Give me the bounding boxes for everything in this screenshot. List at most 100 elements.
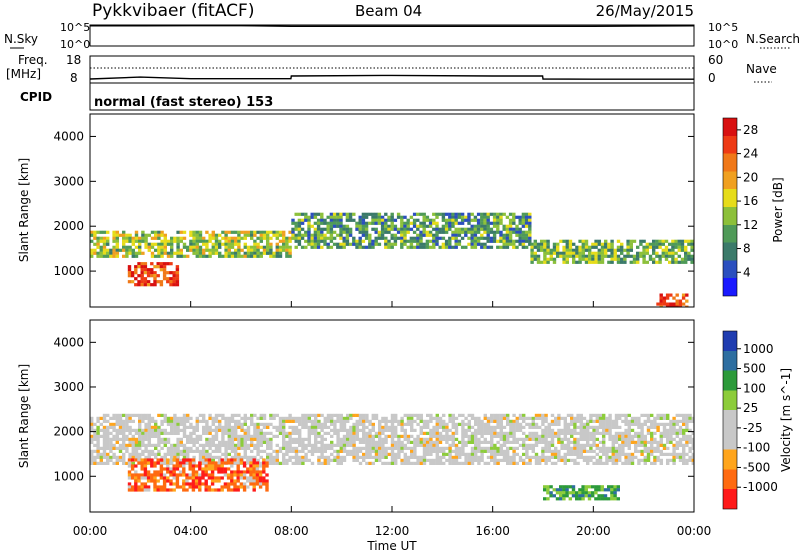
heatmap-cell	[188, 458, 192, 462]
heatmap-cell	[587, 491, 592, 495]
heatmap-cell	[179, 239, 183, 243]
heatmap-cell	[374, 443, 379, 447]
heatmap-cell	[616, 245, 621, 249]
heatmap-cell	[336, 437, 340, 441]
heatmap-cell	[192, 251, 196, 255]
heatmap-cell	[362, 419, 366, 423]
heatmap-cell	[172, 488, 176, 492]
heatmap-cell	[669, 419, 673, 423]
heatmap-cell	[522, 452, 526, 456]
heatmap-cell	[214, 479, 218, 483]
heatmap-cell	[582, 446, 587, 450]
heatmap-cell	[691, 446, 694, 450]
heatmap-cell	[461, 437, 465, 441]
heatmap-cell	[496, 422, 500, 426]
heatmap-cell	[406, 230, 410, 234]
heatmap-cell	[182, 236, 187, 240]
heatmap-cell	[528, 212, 532, 216]
heatmap-cell	[112, 461, 116, 465]
heatmap-cell	[242, 470, 247, 474]
heatmap-cell	[374, 416, 379, 420]
heatmap-cell	[579, 425, 583, 429]
heatmap-cell	[594, 242, 598, 246]
heatmap-cell	[236, 479, 240, 483]
heatmap-cell	[650, 437, 654, 441]
heatmap-cell	[474, 452, 478, 456]
heatmap-cell	[227, 251, 231, 255]
heatmap-cell	[115, 230, 119, 234]
heatmap-cell	[562, 494, 566, 498]
heatmap-cell	[429, 434, 433, 438]
heatmap-cell	[146, 488, 151, 492]
heatmap-cell	[130, 271, 135, 275]
heatmap-cell	[528, 458, 532, 462]
heatmap-cell	[272, 449, 276, 453]
heatmap-cell	[122, 455, 126, 459]
heatmap-cell	[451, 440, 455, 444]
heatmap-cell	[672, 461, 676, 465]
heatmap-cell	[138, 446, 142, 450]
heatmap-cell	[122, 422, 126, 426]
heatmap-cell	[194, 470, 199, 474]
heatmap-cell	[150, 425, 155, 429]
heatmap-cell	[163, 416, 167, 420]
heatmap-cell	[115, 422, 119, 426]
heatmap-cell	[156, 488, 160, 492]
heatmap-cell	[266, 422, 270, 426]
heatmap-cell	[352, 443, 356, 447]
heatmap-cell	[269, 452, 273, 456]
heatmap-cell	[566, 452, 571, 456]
heatmap-cell	[214, 425, 219, 429]
heatmap-cell	[157, 437, 161, 441]
heatmap-cell	[175, 467, 180, 471]
heatmap-cell	[480, 215, 484, 219]
heatmap-cell	[681, 293, 686, 297]
heatmap-cell	[480, 449, 484, 453]
heatmap-cell	[656, 458, 660, 462]
heatmap-cell	[656, 425, 660, 429]
heatmap-cell	[210, 473, 215, 477]
heatmap-cell	[326, 461, 331, 465]
heatmap-cell	[470, 239, 474, 243]
heatmap-cell	[474, 431, 478, 435]
heatmap-cell	[595, 428, 599, 432]
heatmap-cell	[467, 212, 471, 216]
heatmap-cell	[400, 236, 404, 240]
heatmap-cell	[112, 239, 116, 243]
heatmap-cell	[269, 461, 273, 465]
heatmap-cell	[377, 230, 382, 234]
heatmap-cell	[246, 443, 251, 447]
heatmap-cell	[150, 434, 155, 438]
heatmap-cell	[253, 248, 257, 252]
heatmap-cell	[282, 452, 286, 456]
heatmap-cell	[266, 248, 270, 252]
heatmap-cell	[112, 437, 116, 441]
heatmap-cell	[112, 230, 116, 234]
heatmap-cell	[329, 215, 334, 219]
heatmap-cell	[134, 236, 139, 240]
heatmap-cell	[435, 443, 439, 447]
heatmap-cell	[616, 257, 621, 261]
heatmap-cell	[166, 254, 171, 258]
heatmap-cell	[384, 446, 388, 450]
heatmap-cell	[602, 443, 606, 447]
heatmap-cell	[579, 431, 583, 435]
heatmap-cell	[486, 215, 490, 219]
heatmap-cell	[214, 251, 219, 255]
heatmap-cell	[422, 422, 427, 426]
heatmap-cell	[435, 413, 439, 417]
heatmap-cell	[198, 251, 203, 255]
heatmap-cell	[608, 419, 612, 423]
heatmap-cell	[680, 257, 685, 261]
heatmap-cell	[323, 221, 327, 225]
heatmap-cell	[656, 422, 660, 426]
heatmap-cell	[400, 230, 404, 234]
heatmap-cell	[160, 248, 164, 252]
heatmap-cell	[339, 422, 343, 426]
heatmap-cell	[304, 443, 308, 447]
heatmap-cell	[486, 245, 490, 249]
heatmap-cell	[307, 239, 311, 243]
heatmap-cell	[422, 455, 427, 459]
heatmap-cell	[175, 479, 180, 483]
heatmap-cell	[675, 428, 679, 432]
